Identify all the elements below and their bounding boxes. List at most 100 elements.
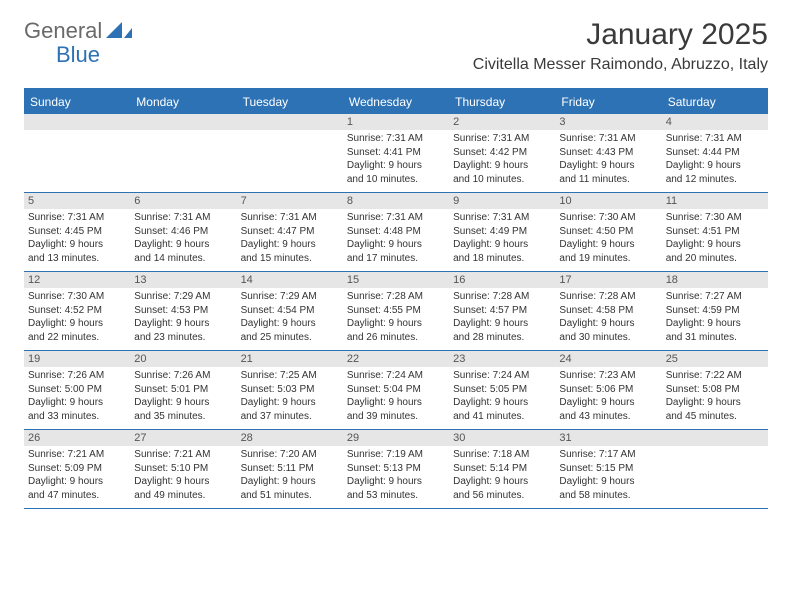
day-number-band: 4 <box>662 114 768 130</box>
day-detail-line: and 45 minutes. <box>666 410 764 424</box>
day-cell: 27Sunrise: 7:21 AMSunset: 5:10 PMDayligh… <box>130 430 236 508</box>
day-header: Wednesday <box>343 90 449 114</box>
day-cell: 20 Sunrise: 7:26 AMSunset: 5:01 PMDayligh… <box>130 351 236 429</box>
week-row: 5Sunrise: 7:31 AMSunset: 4:45 PMDaylight… <box>24 193 768 272</box>
day-number-band: 2 <box>449 114 555 130</box>
day-detail-line: and 11 minutes. <box>559 173 657 187</box>
day-detail-line: Sunset: 4:54 PM <box>241 304 339 318</box>
day-number-band: 30 <box>449 430 555 446</box>
day-detail-line: and 56 minutes. <box>453 489 551 503</box>
day-detail-line: Daylight: 9 hours <box>559 396 657 410</box>
day-number: 6 <box>134 195 232 207</box>
day-cell: 2Sunrise: 7:31 AMSunset: 4:42 PMDaylight… <box>449 114 555 192</box>
day-detail-line: Sunrise: 7:31 AM <box>559 132 657 146</box>
day-detail-line: Daylight: 9 hours <box>241 396 339 410</box>
day-detail-line: Sunrise: 7:25 AM <box>241 369 339 383</box>
day-number: 21 <box>241 353 339 365</box>
day-cell: 29Sunrise: 7:19 AMSunset: 5:13 PMDayligh… <box>343 430 449 508</box>
day-detail-line: Daylight: 9 hours <box>453 317 551 331</box>
day-detail-line: Sunrise: 7:21 AM <box>134 448 232 462</box>
day-detail-line: Sunrise: 7:30 AM <box>28 290 126 304</box>
day-number-band: 17 <box>555 272 661 288</box>
day-detail-line: Sunrise: 7:22 AM <box>666 369 764 383</box>
day-cell: 11Sunrise: 7:30 AMSunset: 4:51 PMDayligh… <box>662 193 768 271</box>
day-detail-line: Daylight: 9 hours <box>134 396 232 410</box>
day-cell: 26Sunrise: 7:21 AMSunset: 5:09 PMDayligh… <box>24 430 130 508</box>
day-number: 15 <box>347 274 445 286</box>
day-detail-line: Sunset: 4:44 PM <box>666 146 764 160</box>
day-detail-line: and 20 minutes. <box>666 252 764 266</box>
day-cell: 30Sunrise: 7:18 AMSunset: 5:14 PMDayligh… <box>449 430 555 508</box>
day-detail-line: and 51 minutes. <box>241 489 339 503</box>
day-detail-line: Sunrise: 7:30 AM <box>666 211 764 225</box>
day-number: 17 <box>559 274 657 286</box>
day-detail-line: Sunrise: 7:31 AM <box>453 132 551 146</box>
day-detail-line: Sunrise: 7:20 AM <box>241 448 339 462</box>
day-detail-line: Daylight: 9 hours <box>559 317 657 331</box>
day-detail-line: and 41 minutes. <box>453 410 551 424</box>
day-number: 9 <box>453 195 551 207</box>
day-detail-line: Sunrise: 7:19 AM <box>347 448 445 462</box>
day-number-band <box>130 114 236 130</box>
day-cell: 7Sunrise: 7:31 AMSunset: 4:47 PMDaylight… <box>237 193 343 271</box>
logo-text-blue: Blue <box>56 42 100 68</box>
weeks-container: 1Sunrise: 7:31 AMSunset: 4:41 PMDaylight… <box>24 114 768 509</box>
day-number-band: 31 <box>555 430 661 446</box>
day-detail-line: Sunrise: 7:31 AM <box>134 211 232 225</box>
day-detail-line: Daylight: 9 hours <box>347 159 445 173</box>
day-number-band: 20 <box>130 351 236 367</box>
day-number-band: 5 <box>24 193 130 209</box>
day-detail-line: Sunset: 5:11 PM <box>241 462 339 476</box>
day-cell: 12Sunrise: 7:30 AMSunset: 4:52 PMDayligh… <box>24 272 130 350</box>
day-cell: 8Sunrise: 7:31 AMSunset: 4:48 PMDaylight… <box>343 193 449 271</box>
day-detail-line: and 58 minutes. <box>559 489 657 503</box>
day-detail-line: Daylight: 9 hours <box>241 317 339 331</box>
day-cell: 17Sunrise: 7:28 AMSunset: 4:58 PMDayligh… <box>555 272 661 350</box>
page-title: January 2025 <box>473 18 768 52</box>
week-row: 19Sunrise: 7:26 AMSunset: 5:00 PMDayligh… <box>24 351 768 430</box>
day-detail-line: Sunset: 4:47 PM <box>241 225 339 239</box>
day-number: 8 <box>347 195 445 207</box>
page-header: General Blue January 2025 Civitella Mess… <box>0 0 792 80</box>
day-detail-line: Daylight: 9 hours <box>347 396 445 410</box>
day-number: 13 <box>134 274 232 286</box>
day-number-band <box>662 430 768 446</box>
day-detail-line: Sunrise: 7:29 AM <box>241 290 339 304</box>
day-number: 19 <box>28 353 126 365</box>
day-detail-line: and 53 minutes. <box>347 489 445 503</box>
day-detail-line: Sunset: 5:06 PM <box>559 383 657 397</box>
day-number-band: 3 <box>555 114 661 130</box>
day-detail-line: and 13 minutes. <box>28 252 126 266</box>
day-number: 7 <box>241 195 339 207</box>
day-detail-line: Sunrise: 7:26 AM <box>134 369 232 383</box>
day-number-band: 21 <box>237 351 343 367</box>
day-number: 20 <box>134 353 232 365</box>
day-detail-line: and 10 minutes. <box>453 173 551 187</box>
day-detail-line: Sunset: 5:15 PM <box>559 462 657 476</box>
day-cell: 14Sunrise: 7:29 AMSunset: 4:54 PMDayligh… <box>237 272 343 350</box>
day-detail-line: and 31 minutes. <box>666 331 764 345</box>
day-detail-line: Sunrise: 7:17 AM <box>559 448 657 462</box>
logo-text-general: General <box>24 18 102 44</box>
day-detail-line: and 33 minutes. <box>28 410 126 424</box>
day-cell: 18Sunrise: 7:27 AMSunset: 4:59 PMDayligh… <box>662 272 768 350</box>
logo-sail-icon <box>106 20 132 38</box>
day-number-band: 26 <box>24 430 130 446</box>
day-detail-line: and 49 minutes. <box>134 489 232 503</box>
day-detail-line: Sunset: 4:57 PM <box>453 304 551 318</box>
day-number: 10 <box>559 195 657 207</box>
week-row: 26Sunrise: 7:21 AMSunset: 5:09 PMDayligh… <box>24 430 768 509</box>
day-cell: 13Sunrise: 7:29 AMSunset: 4:53 PMDayligh… <box>130 272 236 350</box>
day-detail-line: Sunset: 5:01 PM <box>134 383 232 397</box>
day-number: 3 <box>559 116 657 128</box>
day-header: Friday <box>555 90 661 114</box>
day-detail-line: Daylight: 9 hours <box>134 317 232 331</box>
day-detail-line: Sunrise: 7:26 AM <box>28 369 126 383</box>
day-detail-line: Sunset: 4:52 PM <box>28 304 126 318</box>
day-number: 18 <box>666 274 764 286</box>
day-number: 11 <box>666 195 764 207</box>
day-detail-line: Sunrise: 7:31 AM <box>347 132 445 146</box>
day-cell: 6Sunrise: 7:31 AMSunset: 4:46 PMDaylight… <box>130 193 236 271</box>
day-detail-line: Daylight: 9 hours <box>559 159 657 173</box>
day-detail-line: Daylight: 9 hours <box>28 317 126 331</box>
